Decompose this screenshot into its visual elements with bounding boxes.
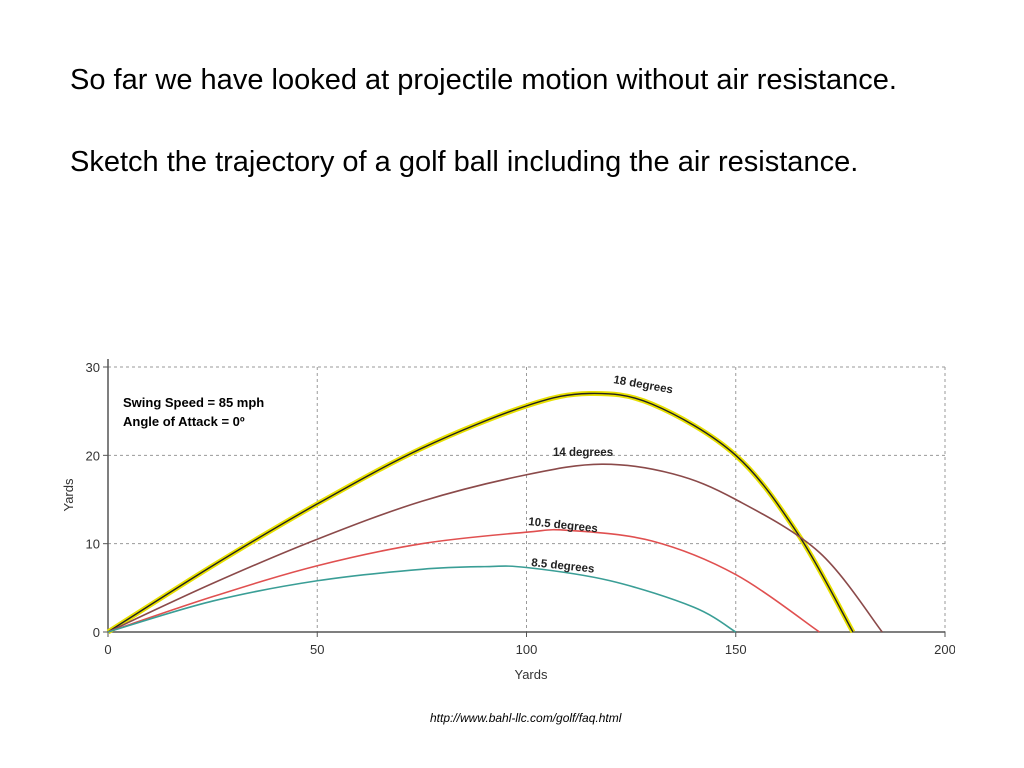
chart-series xyxy=(106,390,883,635)
paragraph-projectile-motion: So far we have looked at projectile moti… xyxy=(70,64,897,96)
source-link[interactable]: http://www.bahl-llc.com/golf/faq.html xyxy=(430,711,622,725)
chart-tick-labels: 0 50 100 150 200 0 10 20 30 xyxy=(86,360,955,657)
x-tick-label: 200 xyxy=(934,642,955,657)
series-8-5-degrees-line xyxy=(107,565,737,633)
annotation-angle-of-attack: Angle of Attack = 0º xyxy=(123,414,245,429)
annotation-swing-speed: Swing Speed = 85 mph xyxy=(123,395,264,410)
y-axis-label: Yards xyxy=(61,478,76,511)
y-tick-label: 0 xyxy=(93,625,100,640)
paragraph-sketch-trajectory: Sketch the trajectory of a golf ball inc… xyxy=(70,146,859,178)
y-tick-label: 10 xyxy=(86,537,100,552)
x-axis-label: Yards xyxy=(515,667,548,682)
y-tick-label: 20 xyxy=(86,448,100,463)
x-tick-label: 100 xyxy=(516,642,538,657)
x-tick-label: 50 xyxy=(310,642,324,657)
series-18-degrees-line xyxy=(107,392,854,633)
slide-body: So far we have looked at projectile moti… xyxy=(70,60,950,224)
series-14-degrees-line xyxy=(107,463,883,633)
x-tick-label: 0 xyxy=(104,642,111,657)
x-tick-label: 150 xyxy=(725,642,747,657)
series-label-14-degrees: 14 degrees xyxy=(553,447,613,459)
series-10-5-degrees-line xyxy=(107,528,820,633)
y-tick-label: 30 xyxy=(86,360,100,375)
